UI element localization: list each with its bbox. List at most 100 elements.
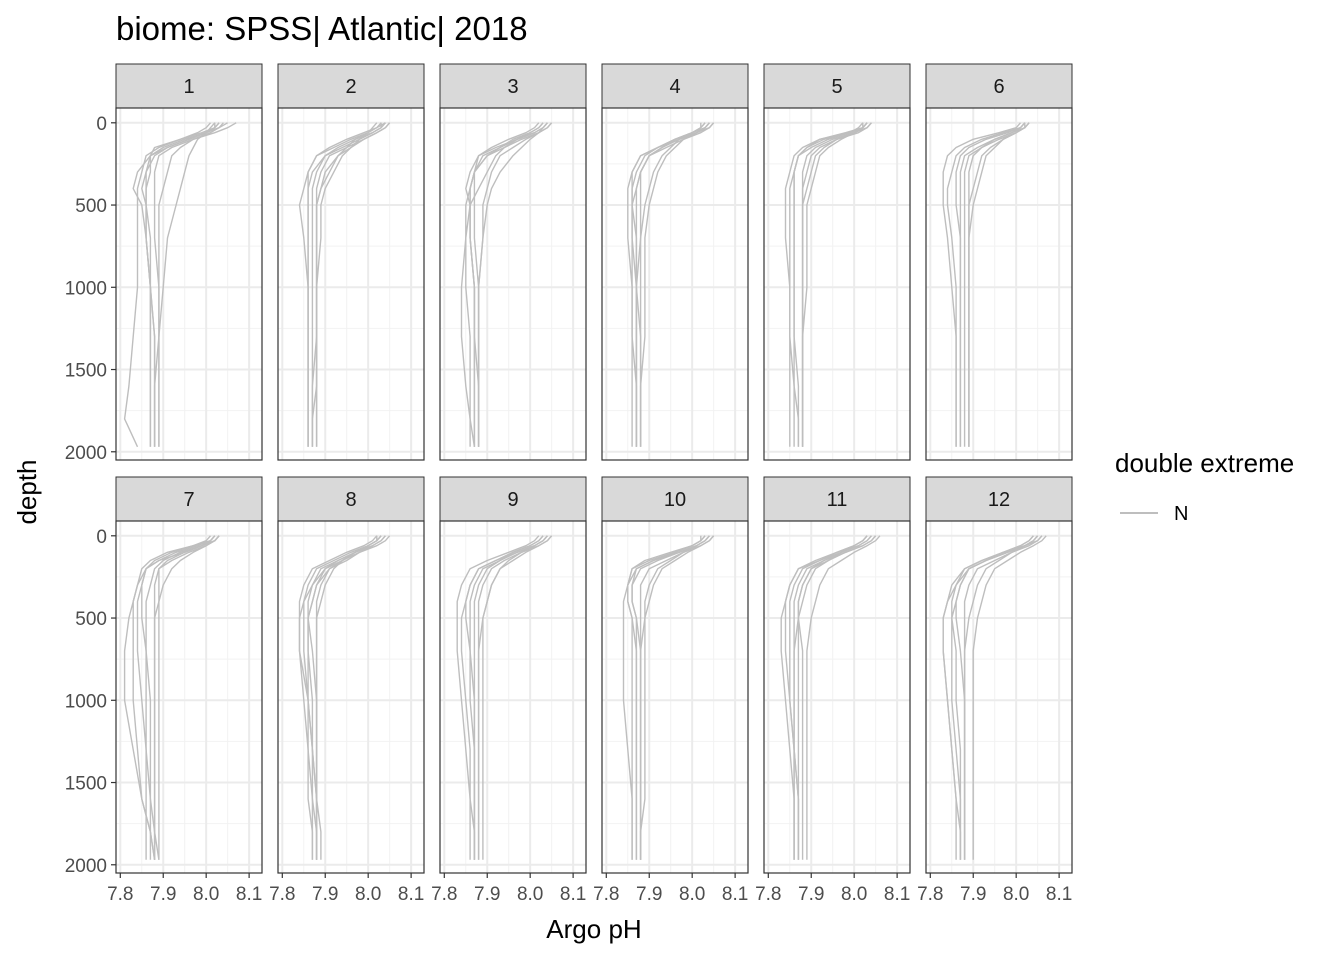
profile-line-10-7 [622,535,702,860]
panel-border [601,107,749,461]
panel-border [115,520,263,874]
facet-panel-5: 5 [763,63,911,461]
x-tick-label: 7.8 [431,884,457,905]
profile-line-3-8 [469,122,548,447]
y-tick-label: 1000 [65,691,107,712]
facet-strip [439,63,587,109]
profile-line-12-4 [972,535,1047,860]
panel-border [115,107,263,461]
panel-border [439,520,587,874]
facet-strip-label: 3 [507,76,518,98]
panel-border [763,520,911,874]
profile-line-8-8 [298,535,382,860]
y-tick-label: 1000 [65,278,107,299]
profile-line-6-7 [959,122,1026,447]
facet-strip [115,63,263,109]
profile-line-9-5 [456,535,540,860]
panel-background [926,521,1072,873]
x-tick-label: 7.8 [755,884,781,905]
y-tick-label: 1500 [65,774,107,795]
panel-background [116,521,262,873]
panel-background [440,108,586,460]
facet-strip-label: 1 [183,76,194,98]
facet-panel-3: 3 [439,63,587,461]
y-tick-label: 0 [96,114,107,135]
panel-border [925,520,1073,874]
x-tick-label: 7.8 [593,884,619,905]
profile-line-6-8 [968,122,1026,447]
facet-strip-label: 12 [988,489,1010,511]
facet-panel-10: 10 [601,476,749,874]
x-tick-label: 7.9 [312,884,338,905]
y-tick-label: 1500 [65,361,107,382]
facet-panels: 1 2 3 4 5 67 8 9 10 11 12 [115,63,1073,874]
facet-strip-label: 11 [827,489,848,511]
facet-strip [763,63,911,109]
x-tick-label: 7.8 [917,884,943,905]
facet-strip-label: 6 [993,76,1004,98]
facet-strip-label: 8 [345,489,356,511]
profile-line-2-4 [311,122,378,447]
profile-line-1-7 [145,122,220,447]
x-tick-label: 7.9 [150,884,176,905]
panel-border [601,520,749,874]
facet-strip [277,63,425,109]
x-tick-label: 7.9 [474,884,500,905]
profile-line-6-3 [942,122,1022,447]
x-tick-label: 7.9 [636,884,662,905]
profile-line-8-7 [307,535,386,860]
profile-line-11-8 [793,535,877,860]
facet-strip [925,476,1073,522]
y-axis-title: depth [12,459,42,524]
x-axis-title: Argo pH [546,914,641,944]
facet-strip-label: 4 [669,76,680,98]
facet-panel-12: 12 [925,476,1073,874]
x-tick-label: 8.1 [884,884,910,905]
facet-strip [601,63,749,109]
facet-panel-7: 7 [115,476,263,874]
panel-border [925,107,1073,461]
facet-strip [763,476,911,522]
panel-border [277,107,425,461]
profile-line-5-7 [801,122,868,447]
facet-panel-1: 1 [115,63,263,461]
profile-line-3-6 [477,122,553,447]
x-tick-label: 8.1 [1046,884,1072,905]
facet-panel-8: 8 [277,476,425,874]
profile-line-2-8 [311,122,386,447]
x-tick-label: 8.0 [355,884,381,905]
chart-title: biome: SPSS| Atlantic| 2018 [116,10,528,47]
facet-panel-11: 11 [763,476,911,874]
y-tick-label: 0 [96,527,107,548]
profile-line-11-6 [797,535,872,860]
y-tick-label: 500 [75,609,107,630]
panel-border [277,520,425,874]
facet-panel-2: 2 [277,63,425,461]
x-tick-label: 8.0 [517,884,543,905]
profile-line-10-8 [631,535,710,860]
x-tick-label: 7.9 [960,884,986,905]
profile-line-1-3 [123,122,212,448]
profile-line-12-8 [963,535,1039,860]
facet-panel-9: 9 [439,476,587,874]
x-tick-label: 8.0 [193,884,219,905]
facet-panel-6: 6 [925,63,1073,461]
profile-line-7-8 [153,535,220,860]
legend: double extreme N [1115,448,1294,525]
x-tick-label: 7.8 [107,884,133,905]
profile-line-1-4 [158,122,224,447]
facet-strip-label: 2 [345,76,356,98]
panel-background [764,108,910,460]
facet-panel-4: 4 [601,63,749,461]
panel-background [602,108,748,460]
facet-strip [277,476,425,522]
panel-background [764,521,910,873]
panel-background [926,108,1072,460]
profile-line-8-3 [298,535,378,860]
profile-line-1-8 [153,122,216,447]
profile-line-11-4 [806,535,881,860]
legend-label-n: N [1174,503,1188,525]
x-tick-label: 8.1 [722,884,748,905]
profile-line-11-7 [793,535,868,860]
profile-line-4-8 [631,122,710,447]
